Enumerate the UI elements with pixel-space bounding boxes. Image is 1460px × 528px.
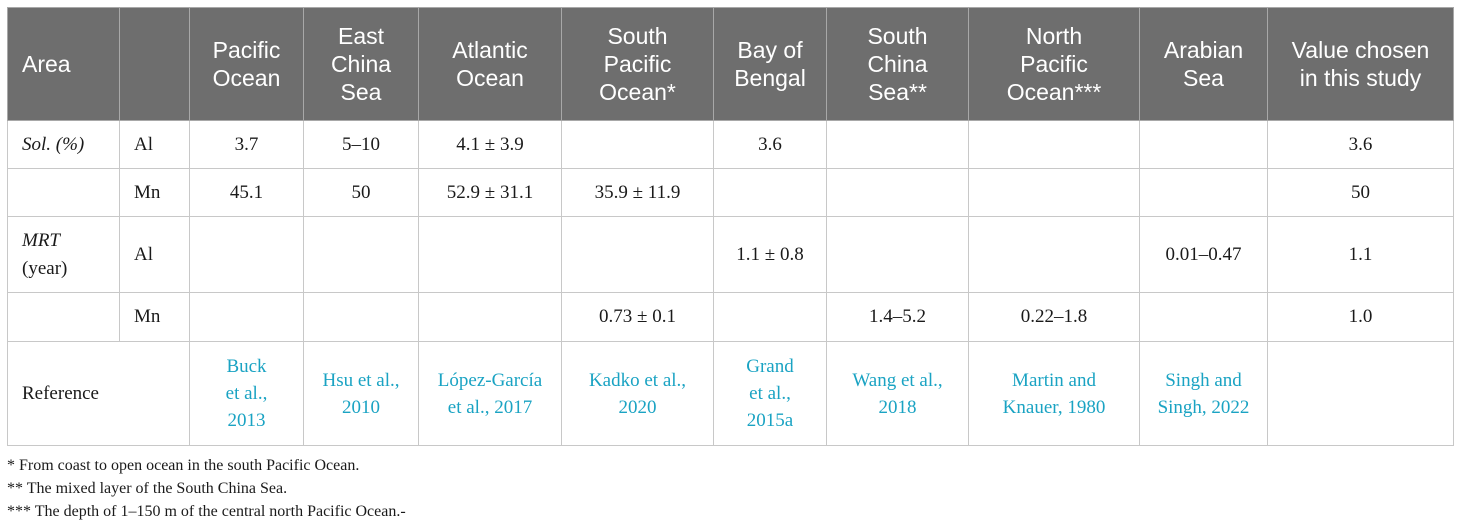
header-label: South China Sea**	[867, 23, 928, 105]
reference-text[interactable]: Buck et al., 2013	[225, 356, 268, 431]
table-cell: 52.9 ± 31.1	[418, 168, 562, 217]
header-label: Pacific Ocean	[212, 37, 281, 91]
table-cell	[713, 292, 827, 342]
header-area: Area	[7, 7, 120, 121]
header-south-china-sea: South China Sea**	[826, 7, 969, 121]
header-label: Bay of Bengal	[734, 37, 806, 91]
table-cell	[968, 120, 1140, 169]
table-cell: 3.6	[713, 120, 827, 169]
mrt-unit: (year)	[22, 257, 68, 279]
reference-link[interactable]: Buck et al., 2013	[189, 341, 304, 446]
table-cell	[1139, 120, 1268, 169]
table-cell	[418, 292, 562, 342]
table-cell: 5–10	[303, 120, 419, 169]
table-cell	[418, 216, 562, 293]
row-element-label: Mn	[119, 292, 190, 342]
table-cell	[1139, 168, 1268, 217]
table-cell: 35.9 ± 11.9	[561, 168, 714, 217]
reference-link[interactable]: Wang et al., 2018	[826, 341, 969, 446]
table-cell: 0.73 ± 0.1	[561, 292, 714, 342]
table-cell	[303, 216, 419, 293]
table-cell	[968, 216, 1140, 293]
row-group-label	[7, 292, 120, 342]
reference-text[interactable]: Singh and Singh, 2022	[1157, 369, 1250, 418]
table-cell	[189, 292, 304, 342]
table-cell: 50	[1267, 168, 1454, 217]
table-cell: 50	[303, 168, 419, 217]
reference-link[interactable]: Singh and Singh, 2022	[1139, 341, 1268, 446]
row-element-label: Mn	[119, 168, 190, 217]
row-group-label: MRT (year)	[7, 216, 120, 293]
reference-text[interactable]: Wang et al., 2018	[852, 369, 943, 418]
footnote: ** The mixed layer of the South China Se…	[7, 480, 288, 497]
header-label: Arabian Sea	[1163, 37, 1244, 91]
reference-row: Reference Buck et al., 2013 Hsu et al., …	[7, 341, 1454, 446]
row-group-label	[7, 168, 120, 217]
table-cell: 1.0	[1267, 292, 1454, 342]
table-cell: 0.22–1.8	[968, 292, 1140, 342]
table-cell	[968, 168, 1140, 217]
header-atlantic-ocean: Atlantic Ocean	[418, 7, 562, 121]
header-north-pacific-ocean: North Pacific Ocean***	[968, 7, 1140, 121]
table-cell	[303, 292, 419, 342]
table-cell: 1.1 ± 0.8	[713, 216, 827, 293]
reference-label: Reference	[7, 341, 190, 446]
table-row: MRT (year) Al 1.1 ± 0.8 0.01–0.47 1.1	[7, 216, 1454, 293]
reference-link[interactable]: Hsu et al., 2010	[303, 341, 419, 446]
table-cell	[826, 168, 969, 217]
row-element-label: Al	[119, 120, 190, 169]
table-cell	[189, 216, 304, 293]
mrt-label: MRT	[22, 229, 60, 251]
header-value-chosen: Value chosen in this study	[1267, 7, 1454, 121]
reference-link[interactable]: Kadko et al., 2020	[561, 341, 714, 446]
table-cell	[1139, 292, 1268, 342]
table-row: Mn 45.1 50 52.9 ± 31.1 35.9 ± 11.9 50	[7, 168, 1454, 217]
table-cell: 3.7	[189, 120, 304, 169]
table-cell: 4.1 ± 3.9	[418, 120, 562, 169]
table-cell	[713, 168, 827, 217]
footnote: * From coast to open ocean in the south …	[7, 457, 360, 474]
header-row: Area Pacific Ocean East China Sea Atlant…	[7, 7, 1454, 121]
table-cell	[1267, 341, 1454, 446]
reference-text[interactable]: Hsu et al., 2010	[322, 369, 400, 418]
header-bay-of-bengal: Bay of Bengal	[713, 7, 827, 121]
header-label: South Pacific Ocean*	[599, 23, 676, 105]
table-row: Sol. (%) Al 3.7 5–10 4.1 ± 3.9 3.6 3.6	[7, 120, 1454, 169]
table-cell	[561, 120, 714, 169]
row-element-label: Al	[119, 216, 190, 293]
table-cell: 3.6	[1267, 120, 1454, 169]
footnotes: * From coast to open ocean in the south …	[7, 454, 1453, 523]
header-pacific-ocean: Pacific Ocean	[189, 7, 304, 121]
table-cell	[826, 216, 969, 293]
table-cell	[826, 120, 969, 169]
table-cell: 45.1	[189, 168, 304, 217]
header-arabian-sea: Arabian Sea	[1139, 7, 1268, 121]
table-cell: 0.01–0.47	[1139, 216, 1268, 293]
header-label: Atlantic Ocean	[452, 37, 528, 91]
header-east-china-sea: East China Sea	[303, 7, 419, 121]
footnote: *** The depth of 1–150 m of the central …	[7, 503, 406, 520]
table-row: Mn 0.73 ± 0.1 1.4–5.2 0.22–1.8 1.0	[7, 292, 1454, 342]
table-cell	[561, 216, 714, 293]
header-label: East China Sea	[330, 23, 392, 105]
reference-text[interactable]: Martin and Knauer, 1980	[1002, 369, 1106, 418]
header-element	[119, 7, 190, 121]
reference-link[interactable]: Martin and Knauer, 1980	[968, 341, 1140, 446]
reference-link[interactable]: López-García et al., 2017	[418, 341, 562, 446]
reference-text[interactable]: Grand et al., 2015a	[746, 356, 794, 431]
reference-text[interactable]: Kadko et al., 2020	[588, 369, 687, 418]
data-table: Area Pacific Ocean East China Sea Atlant…	[7, 7, 1454, 446]
header-label: Value chosen in this study	[1291, 37, 1430, 91]
reference-link[interactable]: Grand et al., 2015a	[713, 341, 827, 446]
row-group-label: Sol. (%)	[7, 120, 120, 169]
table-cell: 1.4–5.2	[826, 292, 969, 342]
header-label: North Pacific Ocean***	[1006, 23, 1102, 105]
table-container: Area Pacific Ocean East China Sea Atlant…	[7, 7, 1454, 523]
reference-text[interactable]: López-García et al., 2017	[437, 369, 543, 418]
header-south-pacific-ocean: South Pacific Ocean*	[561, 7, 714, 121]
table-cell: 1.1	[1267, 216, 1454, 293]
